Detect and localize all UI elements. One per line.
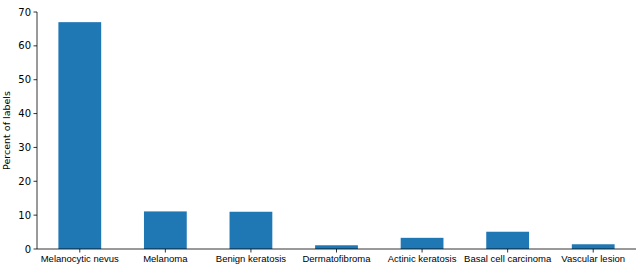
y-tick-label: 0 — [25, 244, 31, 255]
x-tick — [165, 249, 166, 253]
y-tick — [34, 45, 38, 46]
y-tick — [34, 113, 38, 114]
x-tick-label: Dermatofibroma — [302, 253, 371, 264]
x-tick — [336, 249, 337, 253]
bar — [315, 245, 358, 249]
y-tick — [34, 215, 38, 216]
y-tick-label: 70 — [18, 7, 31, 18]
y-tick-label: 20 — [18, 176, 31, 187]
bar — [58, 22, 101, 249]
x-tick-label: Actinic keratosis — [388, 253, 457, 264]
x-tick-label: Melanoma — [143, 253, 188, 264]
x-tick — [79, 249, 80, 253]
chart: 0 10 20 30 40 50 60 70 Melanocytic nevus Melanoma… — [0, 0, 640, 265]
y-tick — [34, 181, 38, 182]
bars — [58, 22, 614, 249]
y-tick-label: 40 — [18, 108, 31, 119]
bar — [572, 244, 615, 249]
bar — [486, 232, 529, 249]
x-tick-label: Vascular lesion — [561, 253, 625, 264]
bar — [230, 212, 273, 249]
y-tick — [34, 147, 38, 148]
y-axis-line — [37, 12, 38, 249]
x-tick — [250, 249, 251, 253]
x-tick — [593, 249, 594, 253]
x-tick — [507, 249, 508, 253]
y-tick-label: 10 — [18, 210, 31, 221]
x-tick-label: Basal cell carcinoma — [464, 253, 552, 264]
chart-container: 0 10 20 30 40 50 60 70 Melanocytic nevus Melanoma… — [0, 0, 640, 265]
bar — [144, 211, 187, 249]
y-tick — [34, 249, 38, 250]
y-tick — [34, 12, 38, 13]
y-tick-label: 30 — [18, 142, 31, 153]
y-tick — [34, 79, 38, 80]
y-axis-label: Percent of labels — [1, 91, 12, 170]
x-tick — [422, 249, 423, 253]
bar — [401, 238, 444, 249]
y-tick-label: 50 — [18, 74, 31, 85]
x-tick-label: Benign keratosis — [216, 253, 286, 264]
y-tick-label: 60 — [18, 40, 31, 51]
x-tick-label: Melanocytic nevus — [41, 253, 119, 264]
